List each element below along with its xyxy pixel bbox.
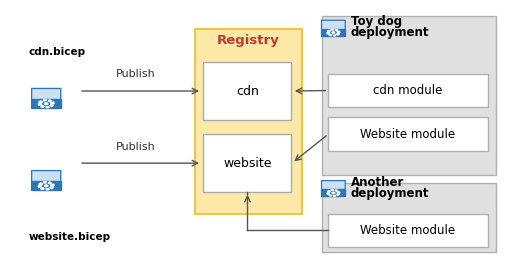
FancyBboxPatch shape (329, 74, 488, 107)
Polygon shape (43, 100, 46, 101)
Polygon shape (52, 186, 61, 190)
Polygon shape (31, 181, 61, 190)
FancyBboxPatch shape (203, 134, 292, 192)
FancyBboxPatch shape (329, 214, 488, 247)
Circle shape (332, 192, 335, 194)
FancyBboxPatch shape (329, 117, 488, 151)
Polygon shape (331, 190, 334, 191)
Text: Website module: Website module (360, 224, 455, 237)
Circle shape (45, 103, 48, 104)
FancyBboxPatch shape (195, 29, 302, 214)
Polygon shape (328, 30, 331, 32)
Polygon shape (328, 191, 331, 192)
Text: deployment: deployment (350, 26, 429, 39)
Text: cdn module: cdn module (373, 84, 443, 97)
Circle shape (43, 184, 49, 187)
Polygon shape (31, 88, 61, 108)
Polygon shape (39, 101, 43, 103)
Text: cdn: cdn (236, 85, 259, 98)
Polygon shape (329, 194, 332, 196)
Text: website.bicep: website.bicep (28, 232, 111, 242)
Text: Website module: Website module (360, 128, 455, 141)
Polygon shape (39, 183, 43, 185)
Polygon shape (337, 31, 340, 33)
Polygon shape (334, 195, 336, 196)
Circle shape (331, 31, 336, 34)
Polygon shape (52, 103, 61, 108)
FancyBboxPatch shape (322, 16, 496, 175)
Text: Registry: Registry (217, 34, 280, 47)
Polygon shape (321, 29, 345, 36)
Polygon shape (331, 29, 334, 31)
Polygon shape (338, 33, 345, 36)
Polygon shape (31, 99, 61, 108)
Polygon shape (31, 171, 61, 190)
Text: Another: Another (350, 176, 404, 189)
Text: cdn.bicep: cdn.bicep (28, 47, 86, 57)
Polygon shape (41, 188, 44, 190)
Polygon shape (327, 193, 330, 194)
Circle shape (45, 185, 48, 187)
Polygon shape (338, 193, 345, 196)
Polygon shape (321, 189, 345, 196)
FancyBboxPatch shape (203, 62, 292, 120)
Polygon shape (38, 186, 42, 187)
Text: Toy dog: Toy dog (350, 15, 402, 28)
Polygon shape (50, 187, 54, 189)
Polygon shape (43, 182, 46, 183)
Polygon shape (321, 181, 345, 196)
Circle shape (43, 102, 49, 105)
Circle shape (332, 32, 335, 33)
Polygon shape (334, 34, 336, 36)
Polygon shape (336, 194, 340, 195)
Text: deployment: deployment (350, 187, 429, 200)
Polygon shape (46, 106, 49, 108)
Polygon shape (335, 29, 338, 31)
Polygon shape (38, 104, 42, 105)
Polygon shape (51, 184, 54, 186)
Polygon shape (48, 182, 52, 184)
Polygon shape (48, 100, 52, 102)
Polygon shape (46, 188, 49, 190)
Polygon shape (336, 33, 340, 35)
Text: Publish: Publish (116, 142, 156, 152)
Text: website: website (223, 157, 272, 170)
Polygon shape (337, 192, 340, 193)
Text: Publish: Publish (116, 69, 156, 79)
Polygon shape (51, 102, 54, 104)
Polygon shape (321, 20, 345, 36)
Polygon shape (327, 33, 330, 34)
Polygon shape (41, 106, 44, 108)
Polygon shape (335, 190, 338, 191)
Polygon shape (329, 34, 332, 36)
Circle shape (331, 192, 336, 194)
FancyBboxPatch shape (322, 183, 496, 252)
Polygon shape (50, 104, 54, 107)
